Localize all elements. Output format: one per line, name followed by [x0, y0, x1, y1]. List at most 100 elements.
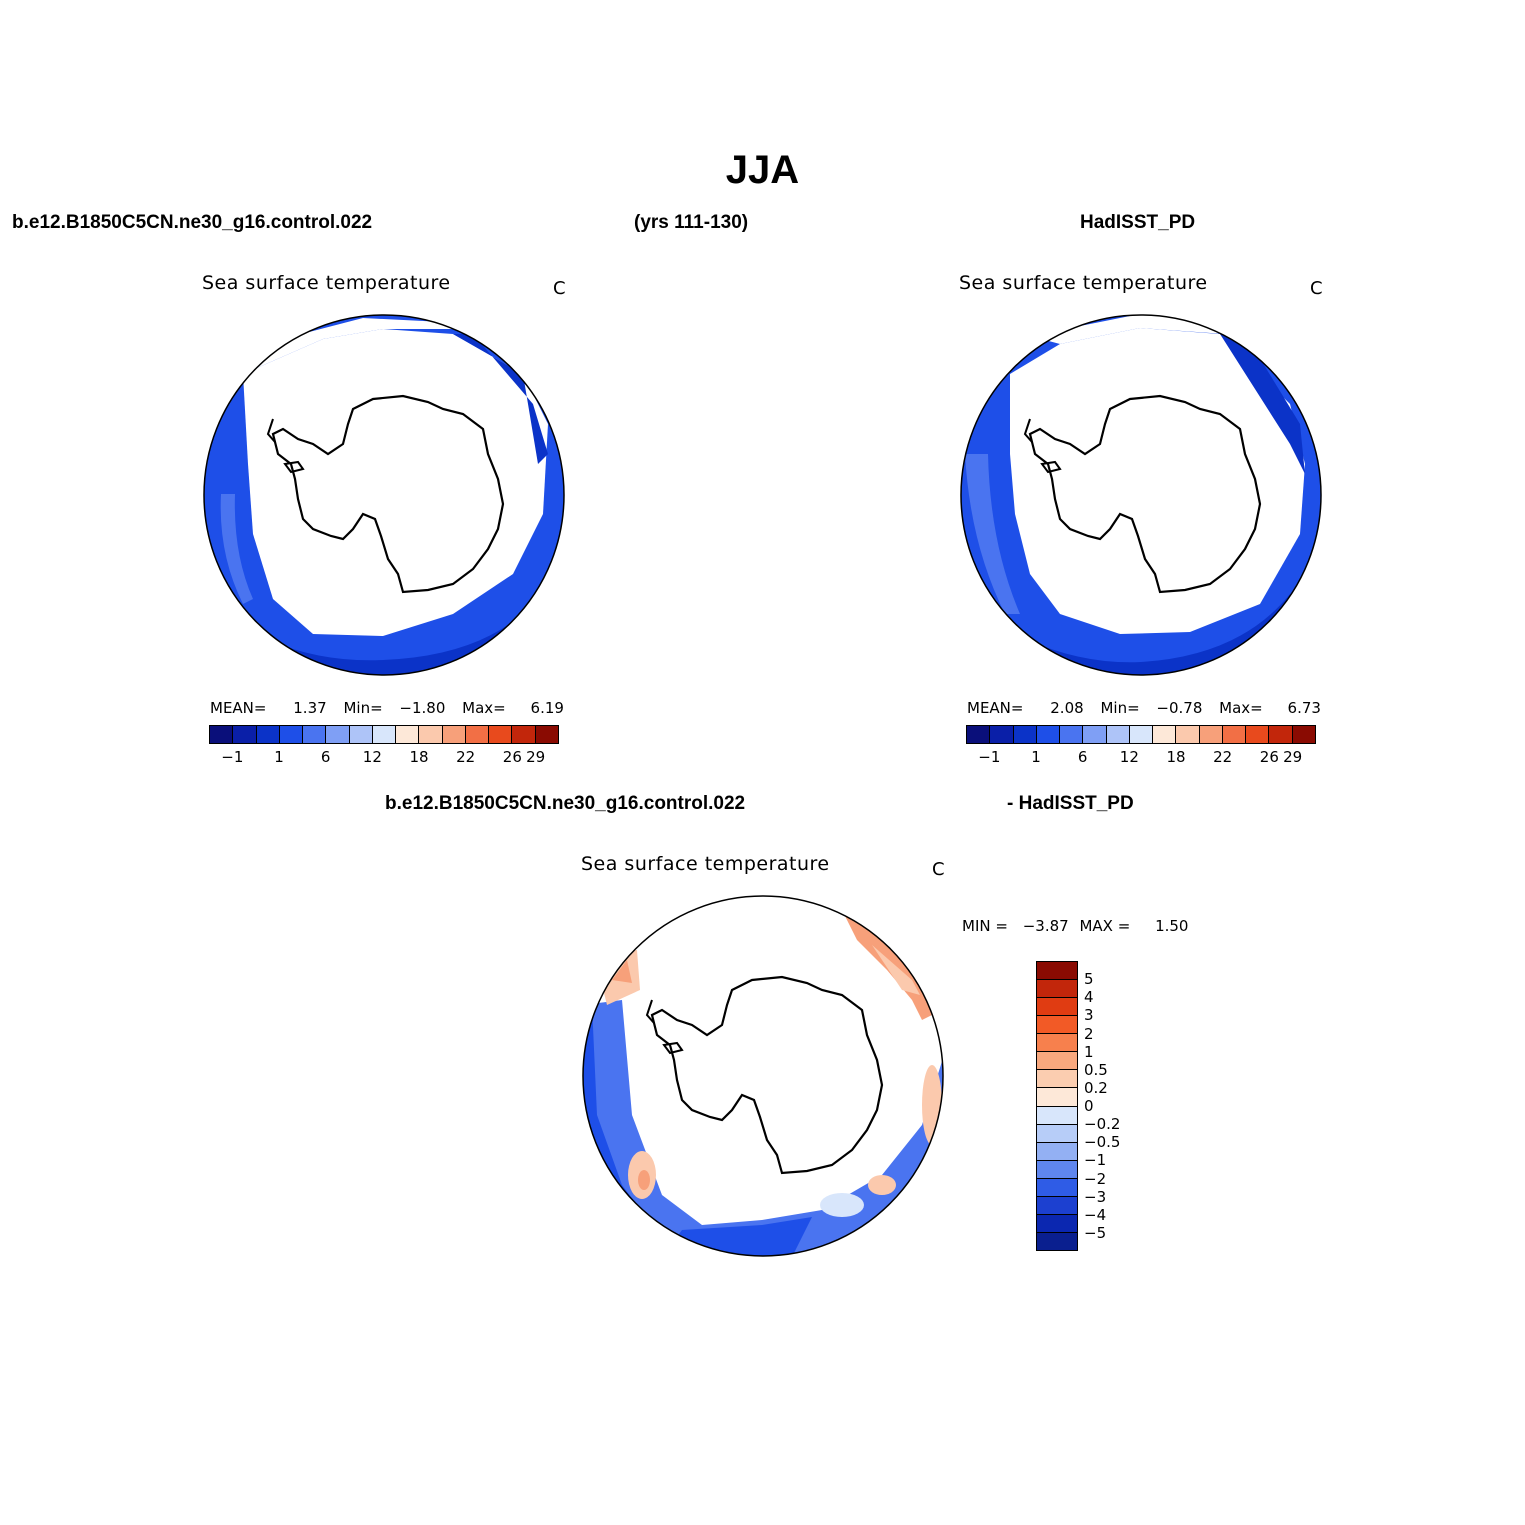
colorbar-swatch [1036, 726, 1061, 743]
panel3-units: C [932, 859, 945, 880]
colorbar-swatch [1037, 1142, 1077, 1161]
reference-header: HadISST_PD [1080, 212, 1196, 233]
colorbar-tick-label: 22 [1213, 748, 1233, 766]
colorbar-tick-label: −1 [978, 748, 1001, 766]
panel1-stats: MEAN= 1.37 Min= −1.80 Max= 6.19 [210, 699, 564, 717]
colorbar-swatch [1037, 1088, 1077, 1107]
colorbar-level-label: 1 [1084, 1042, 1094, 1061]
colorbar-level-label: 0 [1084, 1097, 1094, 1115]
panel2-units: C [1310, 278, 1323, 299]
colorbar-level-label: −4 [1084, 1205, 1107, 1224]
min-label: MIN = [962, 917, 1008, 935]
figure-title: JJA [725, 148, 800, 192]
colorbar-swatch [303, 726, 327, 743]
min-value: −0.78 [1156, 699, 1203, 717]
colorbar-swatch [990, 726, 1014, 743]
colorbar-swatch [1037, 1052, 1077, 1071]
panel2-title: Sea surface temperature [959, 272, 1208, 294]
colorbar-tick-label: 29 [1283, 748, 1303, 766]
panel3-title: Sea surface temperature [581, 853, 830, 875]
colorbar-swatch [1013, 726, 1037, 743]
colorbar-swatch [1129, 726, 1154, 743]
colorbar-swatch [1037, 1214, 1077, 1233]
colorbar-model [209, 725, 559, 744]
colorbar-swatch [1037, 1034, 1077, 1053]
colorbar-swatch [1037, 980, 1077, 999]
colorbar-swatch [1037, 1070, 1077, 1089]
colorbar-tick-label: 18 [1166, 748, 1186, 766]
colorbar-swatch [535, 726, 558, 743]
colorbar-swatch [1037, 998, 1077, 1017]
max-label: Max= [462, 699, 506, 717]
colorbar-tick-label: 1 [274, 748, 284, 766]
colorbar-swatch [1269, 726, 1293, 743]
panel1-units: C [553, 278, 566, 299]
max-value: 6.73 [1287, 699, 1321, 717]
colorbar-swatch [1037, 1016, 1077, 1035]
min-label: Min= [1100, 699, 1140, 717]
colorbar-level-label: −3 [1084, 1187, 1107, 1206]
colorbar-swatch [1106, 726, 1130, 743]
colorbar-swatch [372, 726, 397, 743]
case-name-header: b.e12.B1850C5CN.ne30_g16.control.022 [12, 212, 373, 233]
colorbar-level-label: −1 [1084, 1151, 1107, 1170]
colorbar-tick-label: 26 [502, 748, 522, 766]
colorbar-swatch [512, 726, 536, 743]
colorbar-hadisst [966, 725, 1316, 744]
sst-map-model [203, 314, 565, 676]
min-value: −3.87 [1022, 917, 1069, 935]
colorbar-swatch [349, 726, 373, 743]
max-value: 6.19 [530, 699, 564, 717]
colorbar-level-label: 2 [1084, 1024, 1094, 1043]
colorbar-swatch [1083, 726, 1107, 743]
colorbar-swatch [1037, 1232, 1077, 1250]
colorbar-tick-label: 12 [362, 748, 382, 766]
mean-value: 1.37 [293, 699, 327, 717]
sst-map-difference [582, 895, 944, 1257]
colorbar-swatch [1037, 962, 1077, 981]
diff-ref-header: - HadISST_PD [1007, 793, 1134, 814]
colorbar-swatch [442, 726, 466, 743]
colorbar-swatch [1292, 726, 1315, 743]
colorbar-swatch [1199, 726, 1223, 743]
colorbar-swatch [256, 726, 280, 743]
colorbar-swatch [1037, 1196, 1077, 1215]
sst-map-hadisst [960, 314, 1322, 676]
colorbar-swatch [1246, 726, 1270, 743]
colorbar-swatch [210, 726, 234, 743]
colorbar-swatch [326, 726, 350, 743]
colorbar-tick-label: 18 [409, 748, 429, 766]
colorbar-swatch [396, 726, 420, 743]
colorbar-swatch [1037, 1178, 1077, 1197]
mean-value: 2.08 [1050, 699, 1084, 717]
colorbar-level-label: 5 [1084, 970, 1094, 989]
mean-label: MEAN= [967, 699, 1024, 717]
diff-case-header: b.e12.B1850C5CN.ne30_g16.control.022 [385, 793, 746, 814]
colorbar-swatch [1037, 1160, 1077, 1179]
colorbar-level-label: −0.5 [1084, 1133, 1121, 1152]
colorbar-swatch [465, 726, 490, 743]
colorbar-swatch [1037, 1106, 1077, 1125]
colorbar-swatch [1176, 726, 1200, 743]
colorbar-level-label: −2 [1084, 1169, 1107, 1188]
colorbar-level-label: 0.2 [1084, 1078, 1108, 1097]
colorbar-tick-label: 22 [456, 748, 476, 766]
colorbar-level-label: −5 [1084, 1223, 1107, 1242]
colorbar-tick-label: 6 [320, 748, 331, 766]
max-label: Max= [1219, 699, 1263, 717]
min-label: Min= [343, 699, 383, 717]
colorbar-level-label: 0.5 [1084, 1060, 1108, 1079]
years-header: (yrs 111-130) [634, 212, 749, 233]
colorbar-swatch [1153, 726, 1177, 743]
panel2-stats: MEAN= 2.08 Min= −0.78 Max= 6.73 [967, 699, 1321, 717]
colorbar-tick-label: 6 [1077, 748, 1088, 766]
colorbar-swatch [1060, 726, 1084, 743]
colorbar-swatch [279, 726, 304, 743]
min-value: −1.80 [399, 699, 446, 717]
colorbar-difference [1036, 961, 1078, 1251]
colorbar-swatch [233, 726, 257, 743]
colorbar-swatch [967, 726, 991, 743]
colorbar-tick-label: 26 [1259, 748, 1279, 766]
panel3-stats: MIN = −3.87 MAX = 1.50 [962, 917, 1188, 935]
max-value: 1.50 [1155, 917, 1189, 935]
